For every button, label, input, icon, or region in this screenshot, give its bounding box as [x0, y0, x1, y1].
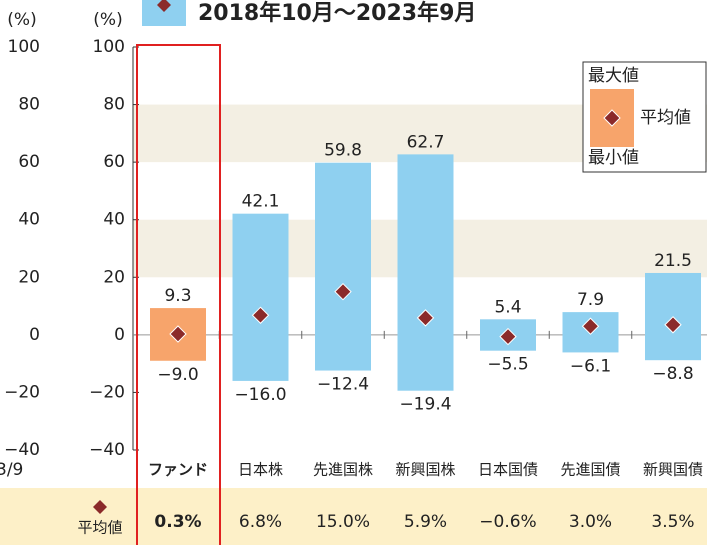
min-label: −12.4: [317, 375, 369, 395]
average-label: −0.6%: [479, 512, 536, 532]
average-label: 6.8%: [239, 512, 282, 532]
min-label: −16.0: [234, 385, 286, 405]
y-tick-label: −20: [89, 382, 125, 402]
category-label: ファンド: [148, 461, 208, 479]
max-label: 21.5: [654, 251, 692, 271]
category-label: 新興国株: [395, 461, 455, 479]
legend-average: 平均値: [640, 108, 691, 128]
average-marker: [169, 325, 187, 343]
category-label: 先進国債: [560, 461, 620, 479]
left-tick-label: −20: [4, 382, 40, 402]
average-row-bg: [0, 488, 707, 545]
range-bar: [315, 162, 371, 371]
average-marker: [416, 309, 435, 327]
max-label: 42.1: [242, 192, 280, 212]
min-label: −19.4: [399, 395, 451, 415]
average-marker: [499, 327, 517, 346]
category-label: 日本株: [238, 461, 283, 479]
y-tick-label: 40: [103, 210, 125, 230]
title-icon-diamond: [157, 0, 171, 12]
legend-marker: [603, 109, 621, 127]
y-unit: (%): [93, 10, 122, 30]
min-label: −6.1: [570, 356, 611, 376]
left-tick-label: 20: [18, 267, 40, 287]
chart-title: 2018年10月～2023年9月: [198, 0, 476, 26]
range-bar: [232, 213, 289, 381]
y-tick-label: 60: [103, 152, 125, 172]
category-label: 先進国株: [313, 461, 373, 479]
max-label: 59.8: [324, 141, 362, 161]
min-label: −8.8: [652, 364, 693, 384]
average-label: 15.0%: [316, 512, 370, 532]
left-tick-label: 60: [18, 152, 40, 172]
range-bar: [397, 154, 454, 391]
y-tick-label: −40: [89, 440, 125, 460]
y-tick-label: 80: [103, 95, 125, 115]
average-row-label: 平均値: [77, 519, 122, 537]
category-label: 日本国債: [478, 461, 538, 479]
left-tick-label: 80: [18, 95, 40, 115]
y-tick-label: 100: [93, 37, 125, 57]
y-tick-label: 20: [103, 267, 125, 287]
left-tick-label: 0: [29, 325, 40, 345]
legend-min: 最小値: [588, 148, 639, 168]
max-label: 9.3: [164, 286, 191, 306]
average-label: 0.3%: [154, 512, 201, 532]
max-label: 5.4: [494, 297, 521, 317]
fund-highlight: [136, 44, 221, 545]
left-tick-label: 100: [8, 37, 40, 57]
min-label: −5.5: [487, 355, 528, 375]
left-tick-label: −40: [4, 440, 40, 460]
average-marker: [664, 316, 682, 334]
average-row-icon: [93, 500, 107, 514]
left-axis-unit: (%): [7, 10, 36, 30]
average-label: 3.5%: [651, 512, 694, 532]
category-label: 新興国債: [643, 461, 703, 479]
average-label: 5.9%: [404, 512, 447, 532]
average-marker: [334, 282, 352, 301]
min-label: −9.0: [157, 365, 198, 385]
average-marker: [251, 306, 270, 324]
left-tick-label: 40: [18, 210, 40, 230]
y-tick-label: 0: [114, 325, 125, 345]
left-fragment: 3/9: [0, 460, 23, 480]
average-marker: [581, 317, 600, 335]
max-label: 62.7: [407, 132, 445, 152]
average-label: 3.0%: [569, 512, 612, 532]
max-label: 7.9: [577, 290, 604, 310]
legend-max: 最大値: [588, 66, 639, 86]
